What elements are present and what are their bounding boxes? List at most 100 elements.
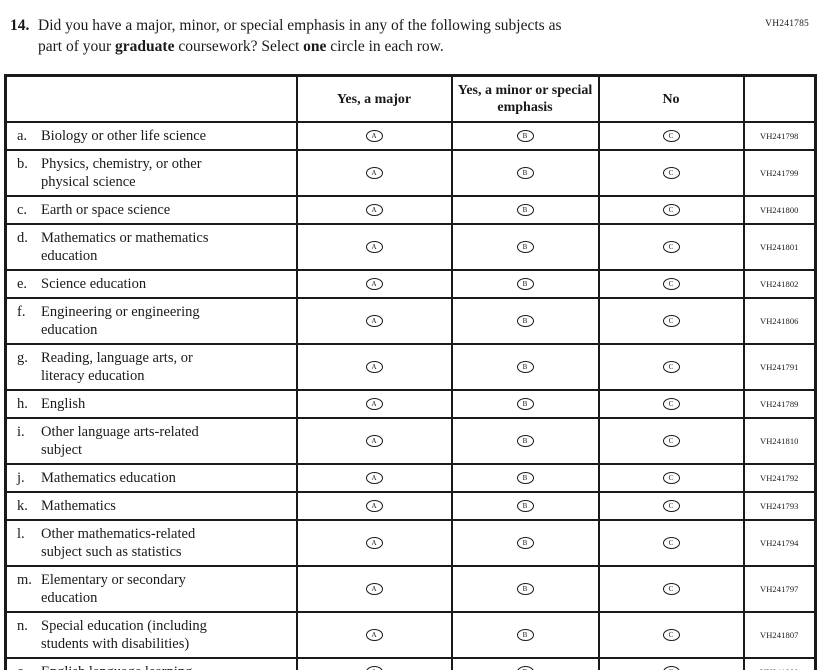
option-bubble-b[interactable]: B [516,130,534,143]
option-bubble-b[interactable]: B [516,583,534,596]
option-bubble-b[interactable]: B [516,315,534,328]
table-row: e. Science education A B C VH241802 [4,269,817,299]
table-row: o.English language learning A B C VH2418… [4,657,817,670]
row-label: Special education (including students wit… [41,618,207,652]
header-row: Yes, a major Yes, a minor or special emp… [4,74,817,123]
option-bubble-b[interactable]: B [516,278,534,291]
row-label: Engineering or engineering education [41,304,200,338]
row-label: Earth or space science [41,202,171,218]
option-bubble-a[interactable]: A [365,361,383,374]
option-bubble-c[interactable]: C [662,629,680,642]
row-letter: b. [17,156,28,172]
row-label: Other mathematics-related subject such as… [41,526,196,560]
option-bubble-c[interactable]: C [662,537,680,550]
option-bubble-a[interactable]: A [365,204,383,217]
row-letter: i. [17,424,25,440]
option-bubble-a[interactable]: A [365,629,383,642]
option-bubble-b[interactable]: B [516,435,534,448]
option-bubble-c[interactable]: C [662,398,680,411]
option-bubble-b[interactable]: B [516,666,534,670]
option-bubble-a[interactable]: A [365,130,383,143]
option-bubble-c[interactable]: C [662,435,680,448]
option-bubble-c[interactable]: C [662,666,680,670]
option-bubble-c[interactable]: C [662,472,680,485]
option-bubble-a[interactable]: A [365,583,383,596]
option-bubble-b[interactable]: B [516,629,534,642]
row-code: VH241798 [742,121,817,151]
option-bubble-a[interactable]: A [365,500,383,513]
question-line-1: Did you have a major, minor, or special … [38,17,562,34]
option-bubble-a[interactable]: A [365,241,383,254]
row-letter: c. [17,202,28,218]
row-label: Other language arts-related subject [41,424,199,458]
option-bubble-c[interactable]: C [662,167,680,180]
option-bubble-c[interactable]: C [662,204,680,217]
option-bubble-b[interactable]: B [516,241,534,254]
row-label: English [41,396,86,412]
option-bubble-c[interactable]: C [662,500,680,513]
subjects-table: Yes, a major Yes, a minor or special emp… [4,74,817,670]
option-bubble-b[interactable]: B [516,472,534,485]
column-header-subject [4,74,298,123]
row-label: Science education [41,276,147,292]
row-letter: g. [17,350,28,366]
row-letter: m. [17,572,32,588]
option-bubble-c[interactable]: C [662,278,680,291]
row-code: VH241793 [742,491,817,521]
option-bubble-b[interactable]: B [516,537,534,550]
table-row: k. Mathematics A B C VH241793 [4,491,817,521]
table-row: b. Physics, chemistry, or other physical s… [4,149,817,197]
row-code: VH241807 [742,611,817,659]
table-row: i. Other language arts-related subject A B… [4,417,817,465]
row-label: Elementary or secondary education [41,572,186,606]
row-letter: f. [17,304,26,320]
option-bubble-a[interactable]: A [365,167,383,180]
question-text: Did you have a major, minor, or special … [38,15,738,57]
column-header-yes-minor: Yes, a minor or special emphasis [450,74,600,123]
row-code: VH241789 [742,389,817,419]
table-row: l. Other mathematics-related subject such … [4,519,817,567]
option-bubble-a[interactable]: A [365,666,383,670]
row-code: VH241801 [742,223,817,271]
option-bubble-b[interactable]: B [516,361,534,374]
row-label: Mathematics [41,498,116,514]
option-bubble-b[interactable]: B [516,500,534,513]
row-letter: d. [17,230,28,246]
option-bubble-a[interactable]: A [365,398,383,411]
row-letter: j. [17,470,25,486]
option-bubble-b[interactable]: B [516,167,534,180]
row-letter: k. [17,498,28,514]
option-bubble-c[interactable]: C [662,241,680,254]
row-code: VH241808 [742,657,817,670]
row-label: Biology or other life science [41,128,207,144]
option-bubble-a[interactable]: A [365,537,383,550]
row-code: VH241799 [742,149,817,197]
option-bubble-a[interactable]: A [365,278,383,291]
row-letter: h. [17,396,28,412]
option-bubble-c[interactable]: C [662,315,680,328]
table-row: a. Biology or other life science A B C VH… [4,121,817,151]
question-number: 14. [10,17,30,34]
row-code: VH241797 [742,565,817,613]
page-code: VH241785 [765,19,809,29]
option-bubble-c[interactable]: C [662,130,680,143]
option-bubble-c[interactable]: C [662,361,680,374]
option-bubble-a[interactable]: A [365,315,383,328]
row-letter: n. [17,618,28,634]
option-bubble-c[interactable]: C [662,583,680,596]
table-row: c. Earth or space science A B C VH241800 [4,195,817,225]
option-bubble-b[interactable]: B [516,204,534,217]
option-bubble-a[interactable]: A [365,435,383,448]
column-header-code [742,74,817,123]
option-bubble-a[interactable]: A [365,472,383,485]
option-bubble-b[interactable]: B [516,398,534,411]
row-code: VH241802 [742,269,817,299]
column-header-no: No [597,74,745,123]
row-letter: a. [17,128,28,144]
row-letter: o. [17,663,41,670]
row-label: Reading, language arts, or literacy educa… [41,350,193,384]
row-letter: l. [17,526,25,542]
table-row: h. English A B C VH241789 [4,389,817,419]
table-row: f. Engineering or engineering education A … [4,297,817,345]
row-label: Mathematics education [41,470,176,486]
